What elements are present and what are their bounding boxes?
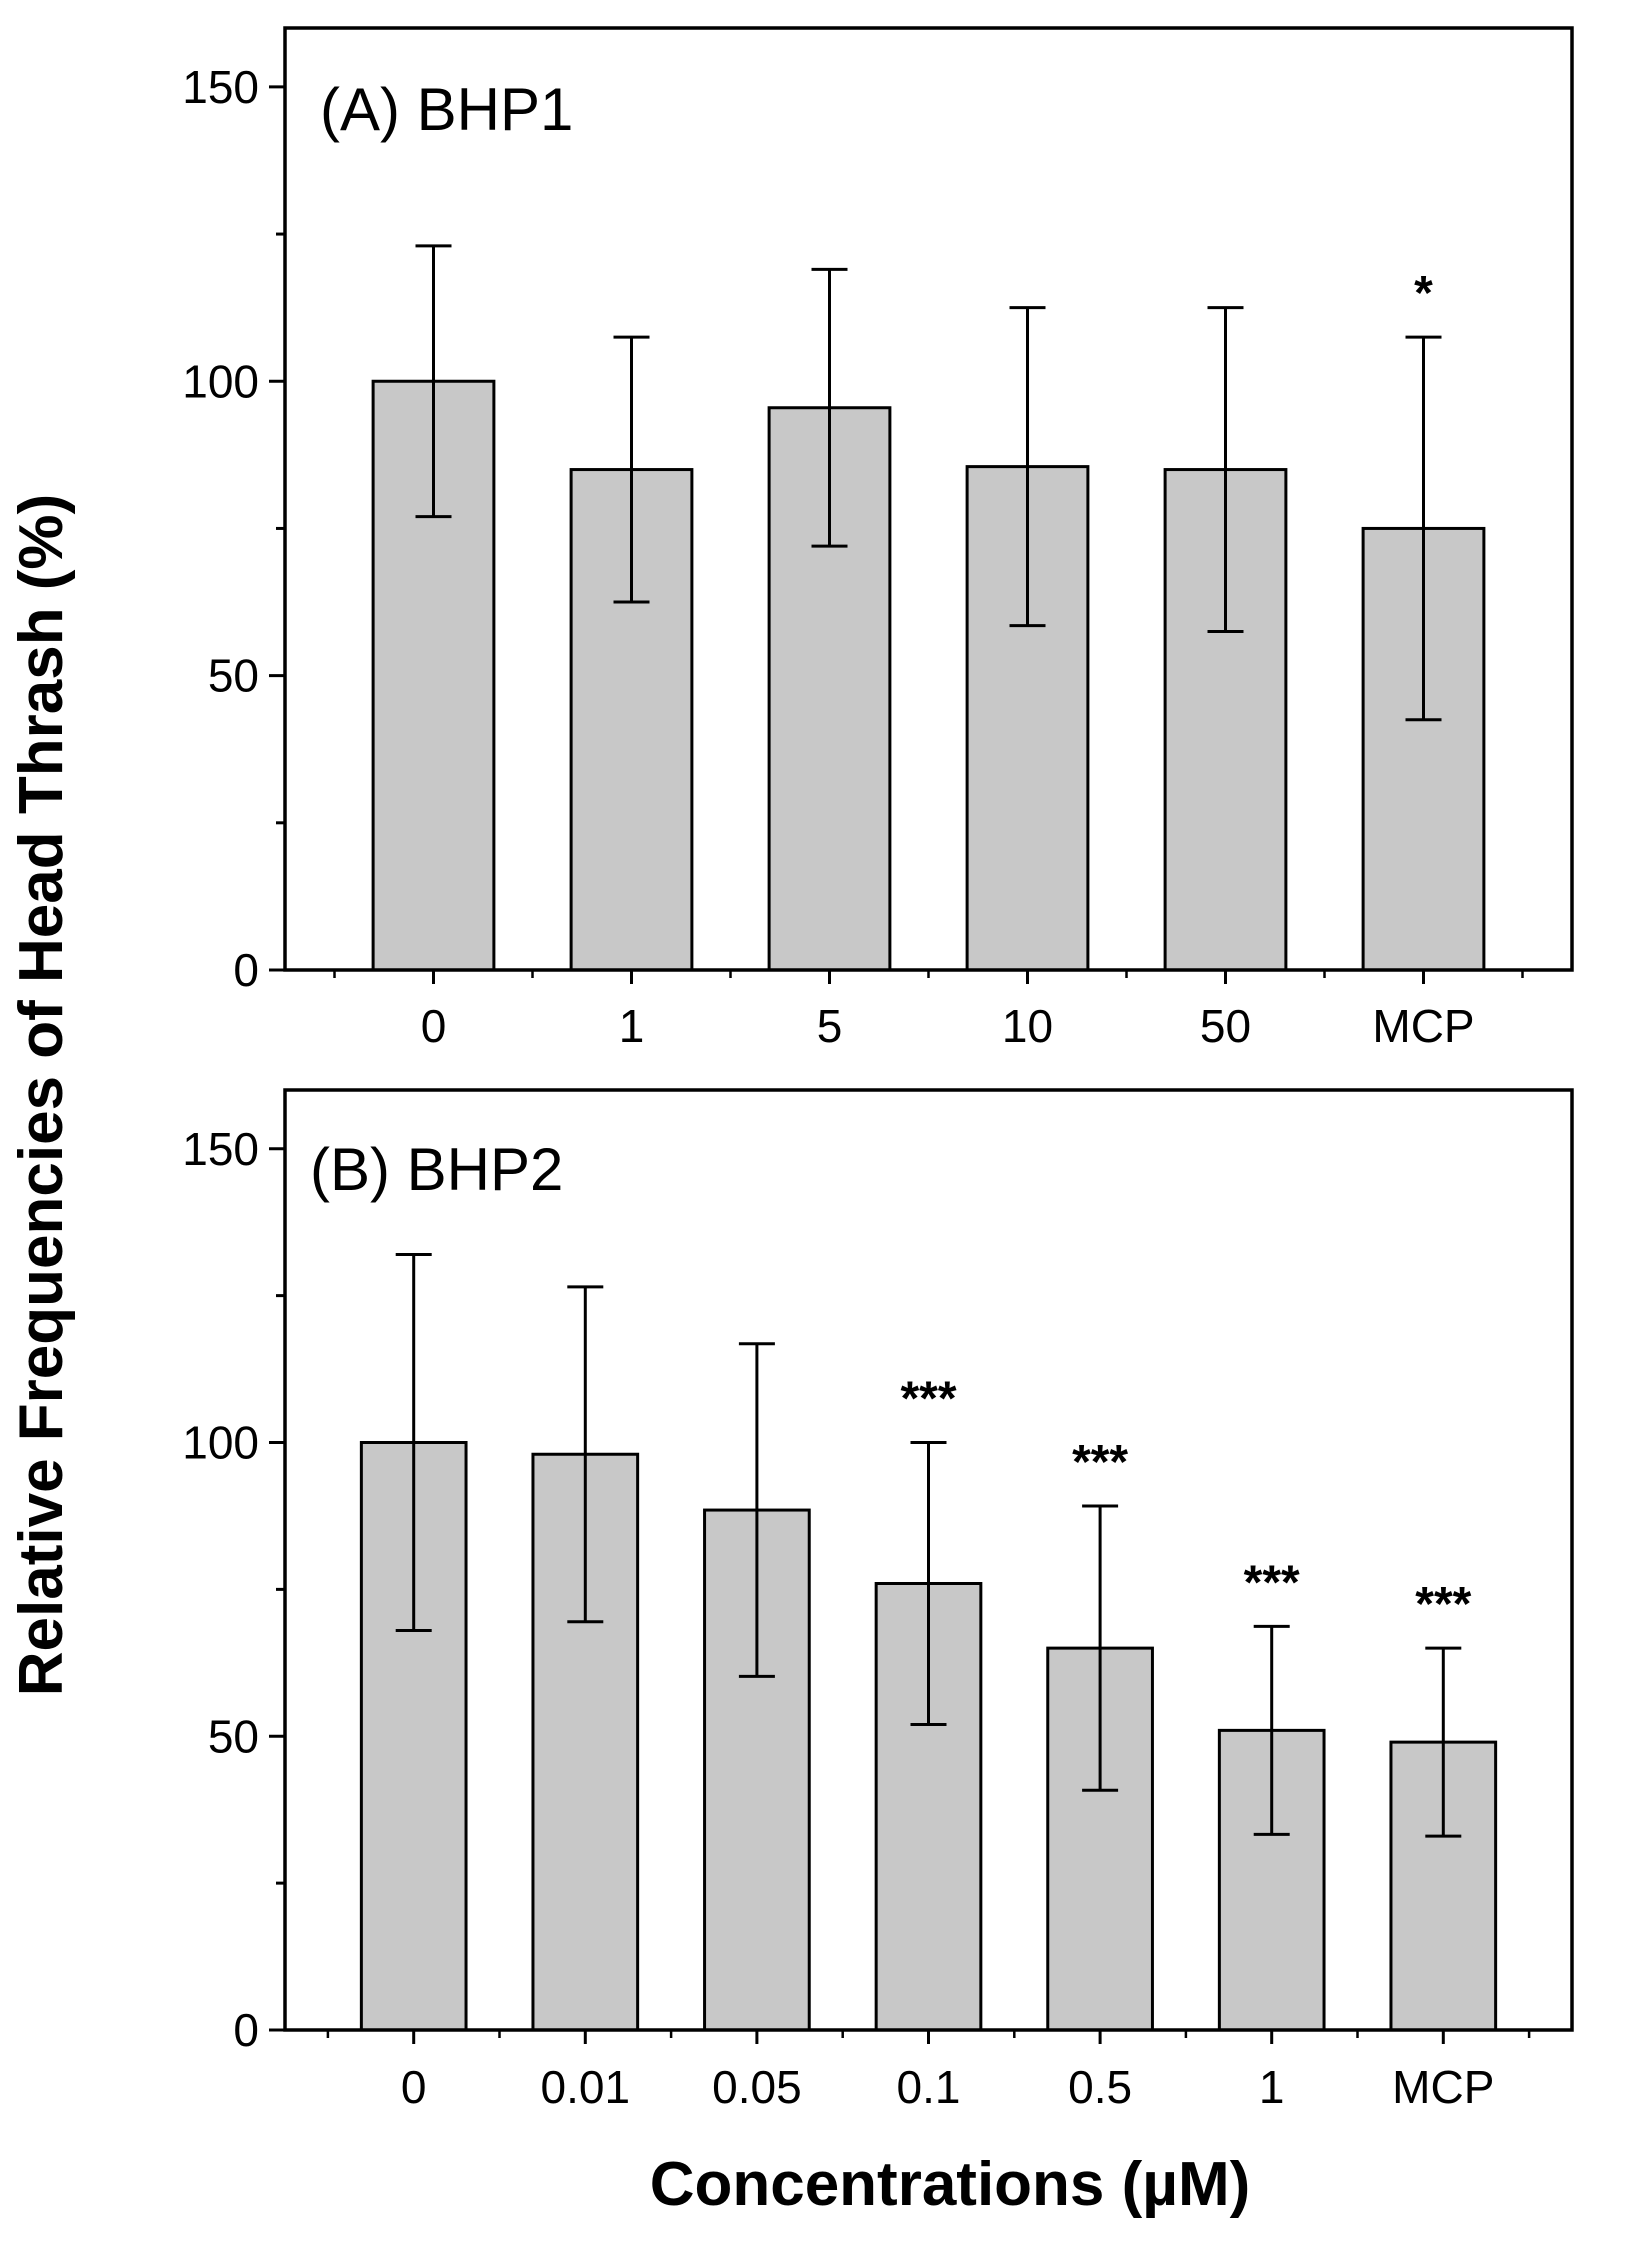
significance-marker: *** xyxy=(1415,1578,1471,1631)
y-tick-label: 100 xyxy=(182,355,259,407)
x-axis-title: Concentrations (µM) xyxy=(650,2150,1251,2219)
plot-frame xyxy=(283,1088,1574,2032)
y-tick-label: 150 xyxy=(182,1123,259,1175)
x-tick-label: 0.05 xyxy=(712,2061,802,2113)
significance-marker: * xyxy=(1414,267,1433,320)
y-tick-label: 100 xyxy=(182,1417,259,1469)
y-axis-title: Relative Frequencies of Head Thrash (%) xyxy=(7,494,76,1696)
x-tick-label: 0 xyxy=(401,2061,427,2113)
x-tick-label: MCP xyxy=(1392,2061,1494,2113)
y-tick-label: 150 xyxy=(182,61,259,113)
significance-marker: *** xyxy=(1072,1436,1128,1489)
panel-a-bhp1: 0 1 5 10 50 * MCP 0 50 100 150 (A) BHP1 xyxy=(182,26,1574,1052)
panel-label: (B) BHP2 xyxy=(310,1136,563,1203)
x-tick-label: MCP xyxy=(1372,1000,1474,1052)
panel-label: (A) BHP1 xyxy=(320,76,573,143)
x-tick-label: 5 xyxy=(817,1000,843,1052)
x-tick-label: 0.1 xyxy=(897,2061,961,2113)
x-tick-label: 1 xyxy=(1259,2061,1285,2113)
x-tick-label: 0 xyxy=(421,1000,447,1052)
x-tick-label: 50 xyxy=(1200,1000,1251,1052)
y-tick-label: 50 xyxy=(208,650,259,702)
y-tick-label: 0 xyxy=(233,2004,259,2056)
x-tick-label: 10 xyxy=(1002,1000,1053,1052)
x-tick-label: 0.5 xyxy=(1068,2061,1132,2113)
panel-b-bhp2: 0 0.01 0.05 *** 0.1 *** 0.5 *** 1 *** MCP 0 50 100 150… xyxy=(182,1088,1574,2113)
significance-marker: *** xyxy=(1244,1556,1300,1609)
plot-frame xyxy=(283,26,1574,972)
y-tick-label: 0 xyxy=(233,944,259,996)
x-tick-label: 1 xyxy=(619,1000,645,1052)
significance-marker: *** xyxy=(900,1373,956,1426)
y-tick-label: 50 xyxy=(208,1710,259,1762)
x-tick-label: 0.01 xyxy=(541,2061,631,2113)
